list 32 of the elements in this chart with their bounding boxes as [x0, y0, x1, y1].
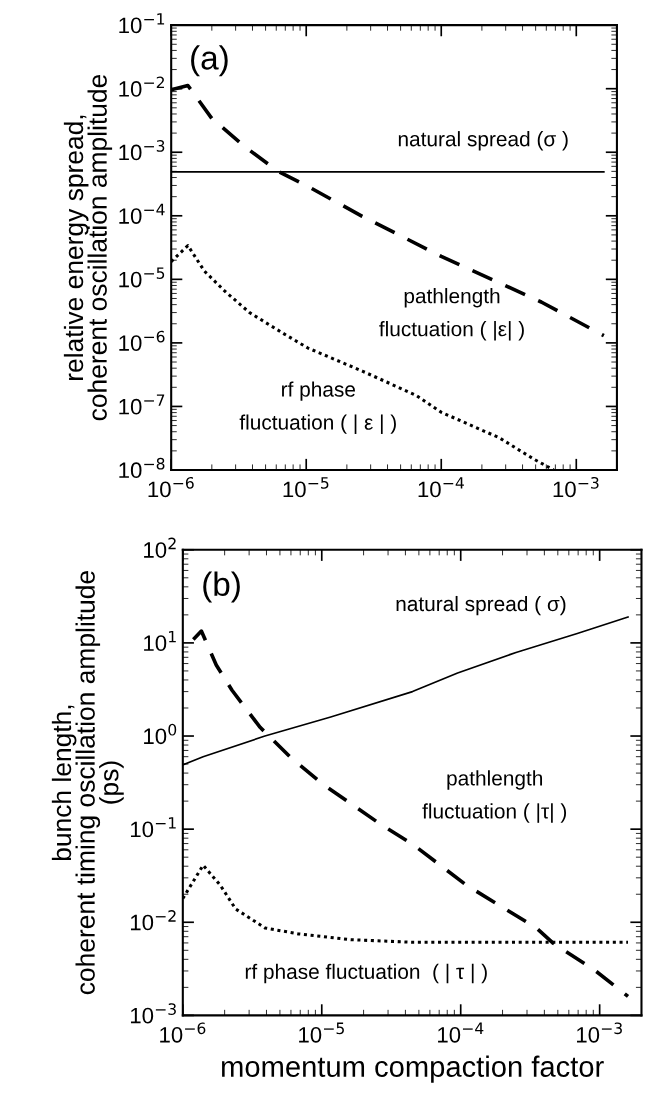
x-tick-label: 10$^{−3}$ — [577, 1022, 622, 1043]
y-tick-label: 10$^{−5}$ — [119, 267, 165, 288]
y-tick-label: 10$^{−6}$ — [119, 330, 165, 351]
x-tick-label: 10$^{−5}$ — [283, 477, 329, 498]
x-tick-label: 10$^{−6}$ — [160, 1022, 206, 1043]
y-tick-label: 10$^{−1}$ — [130, 817, 176, 838]
y-tick-label: 10$^{−8}$ — [119, 457, 165, 479]
x-axis-title: momentum compaction factor — [222, 1055, 604, 1083]
y-tick-label: 10$^{−3}$ — [119, 140, 165, 161]
y-tick-label: 10$^{−7}$ — [119, 394, 165, 415]
annotation: rf phase fluctuation ( | τ | ) — [245, 963, 487, 984]
y-axis-title: bunch length, coherent timing oscillation amplitude (ps) — [51, 571, 124, 995]
y-tick-label: 10$^{0}$ — [144, 723, 177, 745]
y-axis-title: relative energy spread, coherent oscillation amplitude — [63, 74, 113, 421]
y-tick-label: 10$^{−1}$ — [119, 13, 165, 34]
y-tick-label: 10$^{2}$ — [144, 537, 176, 558]
annotation: natural spread ( σ) — [396, 595, 566, 616]
y-tick-label: 10$^{−2}$ — [130, 910, 176, 931]
annotation: (a) — [191, 45, 228, 77]
x-tick-label: 10$^{−4}$ — [418, 477, 464, 498]
annotation: (b) — [203, 571, 240, 603]
x-tick-label: 10$^{−5}$ — [299, 1022, 344, 1043]
annotation: pathlength fluctuation ( |τ| ) — [422, 770, 567, 823]
annotation: pathlength fluctuation ( |ε| ) — [379, 288, 524, 341]
y-tick-label: 10$^{1}$ — [144, 630, 176, 652]
x-tick-label: 10$^{−3}$ — [553, 476, 599, 498]
annotation: rf phase fluctuation ( | ε | ) — [239, 381, 396, 434]
y-tick-label: 10$^{−3}$ — [130, 1003, 176, 1024]
y-tick-label: 10$^{−4}$ — [119, 203, 165, 224]
x-tick-label: 10$^{−4}$ — [438, 1022, 484, 1043]
y-tick-label: 10$^{−2}$ — [119, 76, 164, 97]
annotation: natural spread (σ ) — [398, 131, 568, 151]
